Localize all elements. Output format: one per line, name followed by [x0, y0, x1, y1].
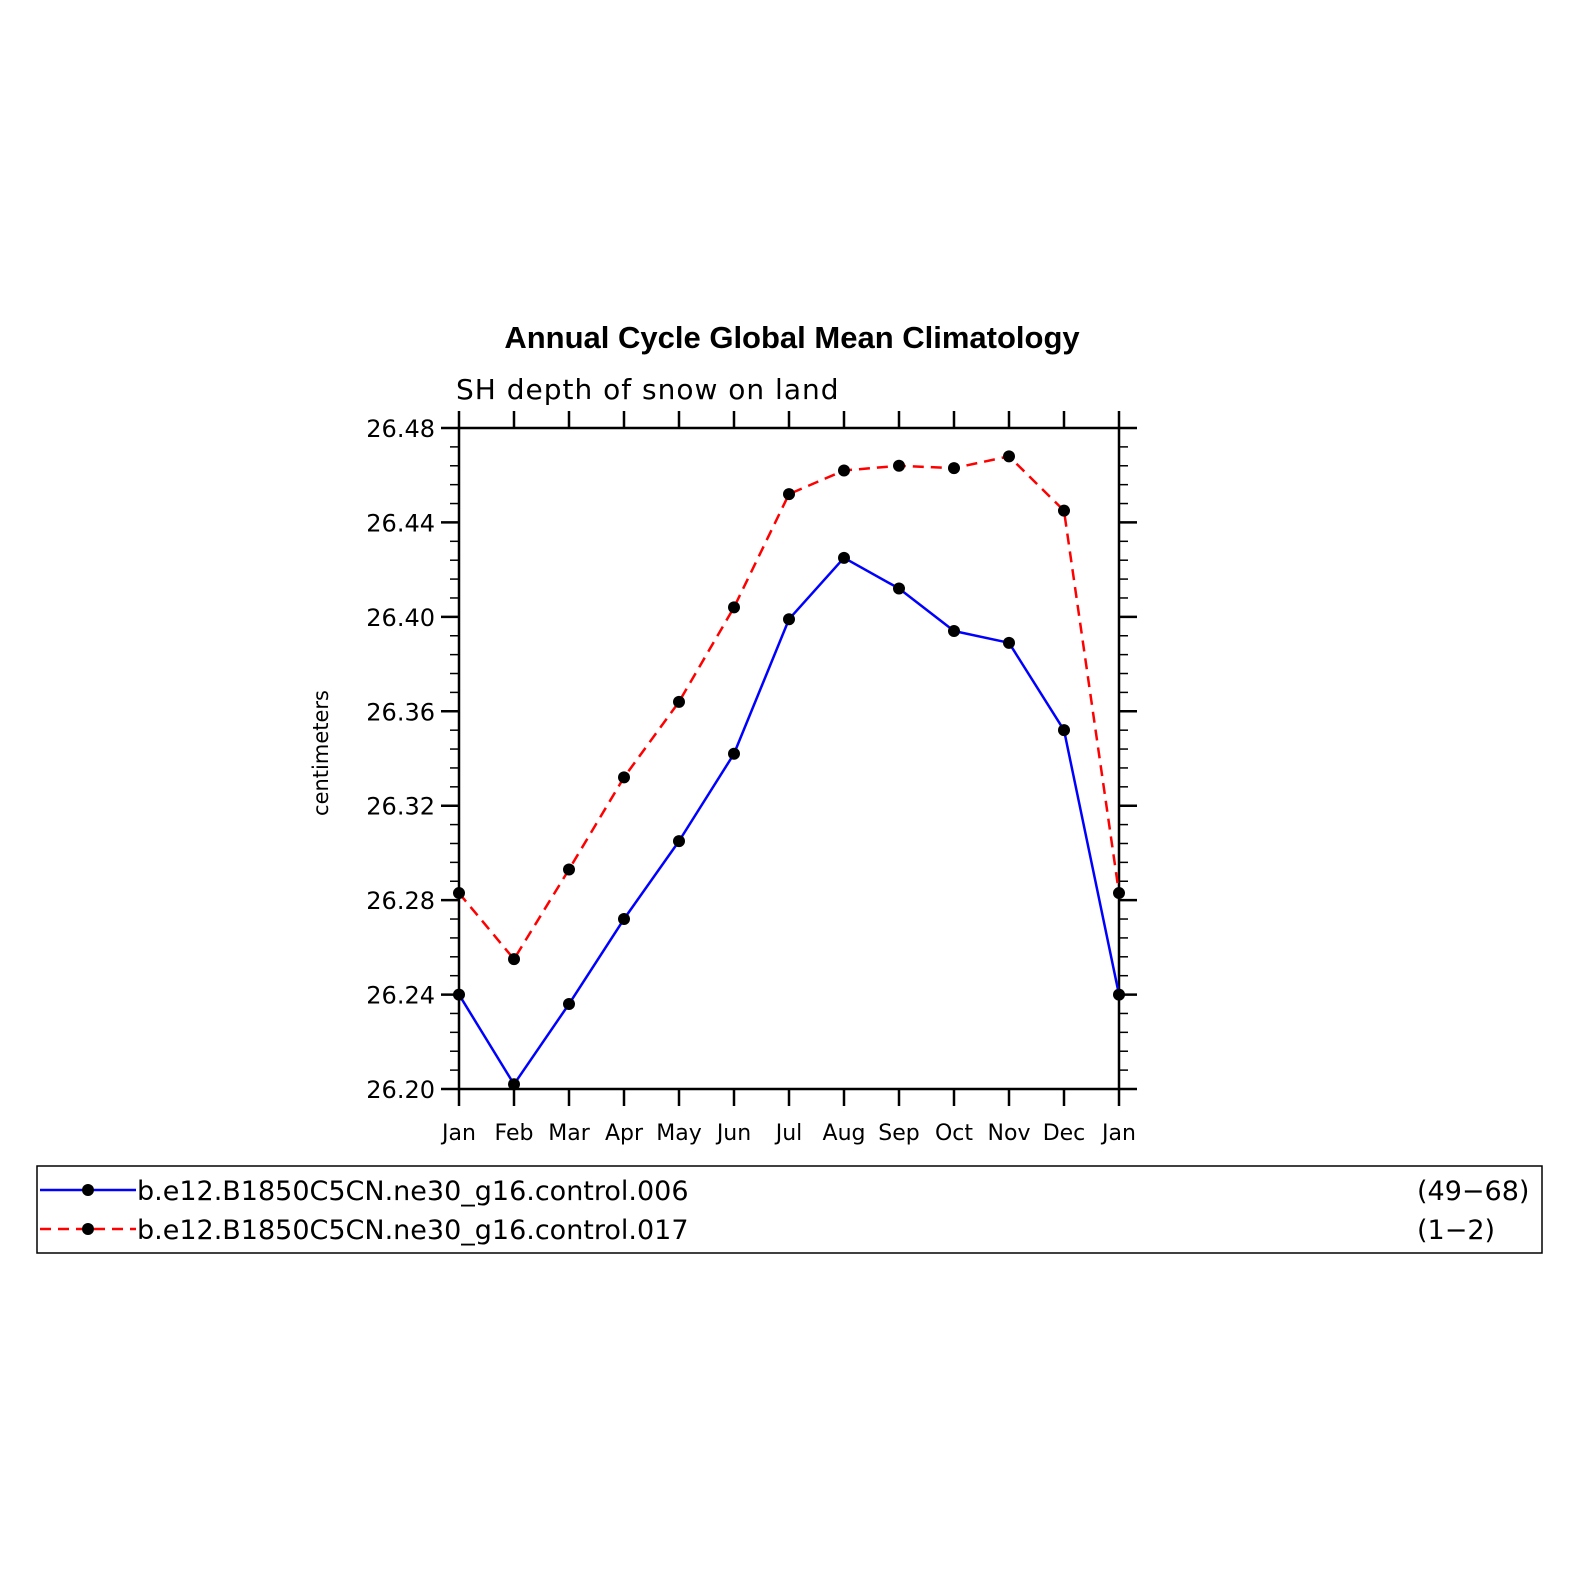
x-tick-label: Nov [988, 1121, 1031, 1146]
series-1-point [783, 613, 795, 626]
series-1-point [728, 747, 740, 760]
series-2-point [728, 601, 740, 614]
series-2-point [673, 695, 685, 708]
series-1-point [453, 988, 465, 1001]
legend-years-1: (49−68) [1417, 1176, 1529, 1207]
legend-marker-2 [82, 1223, 94, 1235]
x-tick-label: Feb [495, 1121, 534, 1146]
y-tick-label: 26.24 [366, 982, 435, 1010]
series-2-point [508, 953, 520, 966]
series-1-point [1058, 724, 1070, 737]
x-tick-label: Oct [935, 1121, 973, 1146]
series-2-point [838, 464, 850, 477]
y-tick-label: 26.28 [366, 887, 435, 915]
x-tick-label: Jun [715, 1121, 751, 1146]
series-2-point [1003, 450, 1015, 463]
y-tick-label: 26.32 [366, 793, 435, 821]
y-tick-label: 26.40 [366, 604, 435, 632]
series-2-point [948, 462, 960, 475]
x-tick-label: Jan [440, 1121, 476, 1146]
axes: 26.20 26.24 26.28 26.32 26.36 26.40 26.44 26.48… [366, 411, 1137, 1146]
x-tick-label: Apr [605, 1121, 644, 1146]
series-2-point [618, 771, 630, 784]
series-line-2 [458, 455, 1121, 961]
x-tick-label: Jan [1100, 1121, 1136, 1146]
x-tick-label: Aug [823, 1121, 866, 1146]
series-1-point [948, 625, 960, 638]
x-tick-label: Dec [1043, 1121, 1086, 1146]
y-tick-label: 26.48 [366, 415, 435, 443]
x-tick-label: May [656, 1121, 701, 1146]
plot-frame [457, 426, 1121, 1091]
x-tick-label: Sep [878, 1121, 919, 1146]
x-tick-label: Mar [548, 1121, 590, 1146]
series-2-point [893, 459, 905, 472]
series-2-point [563, 863, 575, 876]
legend: b.e12.B1850C5CN.ne30_g16.control.006 (49−… [40, 1176, 1529, 1246]
series-2-point [453, 887, 465, 900]
series-line-1 [457, 556, 1121, 1086]
legend-label-1: b.e12.B1850C5CN.ne30_g16.control.006 [137, 1176, 689, 1207]
chart-title: Annual Cycle Global Mean Climatology [504, 320, 1080, 355]
series-2-point [1058, 504, 1070, 517]
series-layer [453, 450, 1125, 1091]
series-1-point [508, 1078, 520, 1091]
legend-marker-1 [82, 1184, 94, 1196]
series-1-point [893, 582, 905, 595]
series-1-point [673, 835, 685, 848]
y-tick-label: 26.20 [366, 1076, 435, 1104]
series-1-point [1003, 636, 1015, 649]
series-2-point [783, 488, 795, 501]
series-2-point [1113, 887, 1125, 900]
series-1-point [618, 913, 630, 926]
y-axis-label: centimeters [309, 690, 333, 816]
legend-label-2: b.e12.B1850C5CN.ne30_g16.control.017 [137, 1215, 689, 1246]
chart-subtitle: SH depth of snow on land [456, 373, 840, 406]
series-1-point [838, 551, 850, 564]
legend-box [36, 1165, 1543, 1254]
x-tick-label: Jul [774, 1121, 803, 1146]
series-1-point [1113, 988, 1125, 1001]
series-1-point [563, 998, 575, 1011]
legend-years-2: (1−2) [1417, 1215, 1495, 1246]
y-tick-label: 26.36 [366, 698, 435, 726]
y-tick-label: 26.44 [366, 509, 435, 537]
